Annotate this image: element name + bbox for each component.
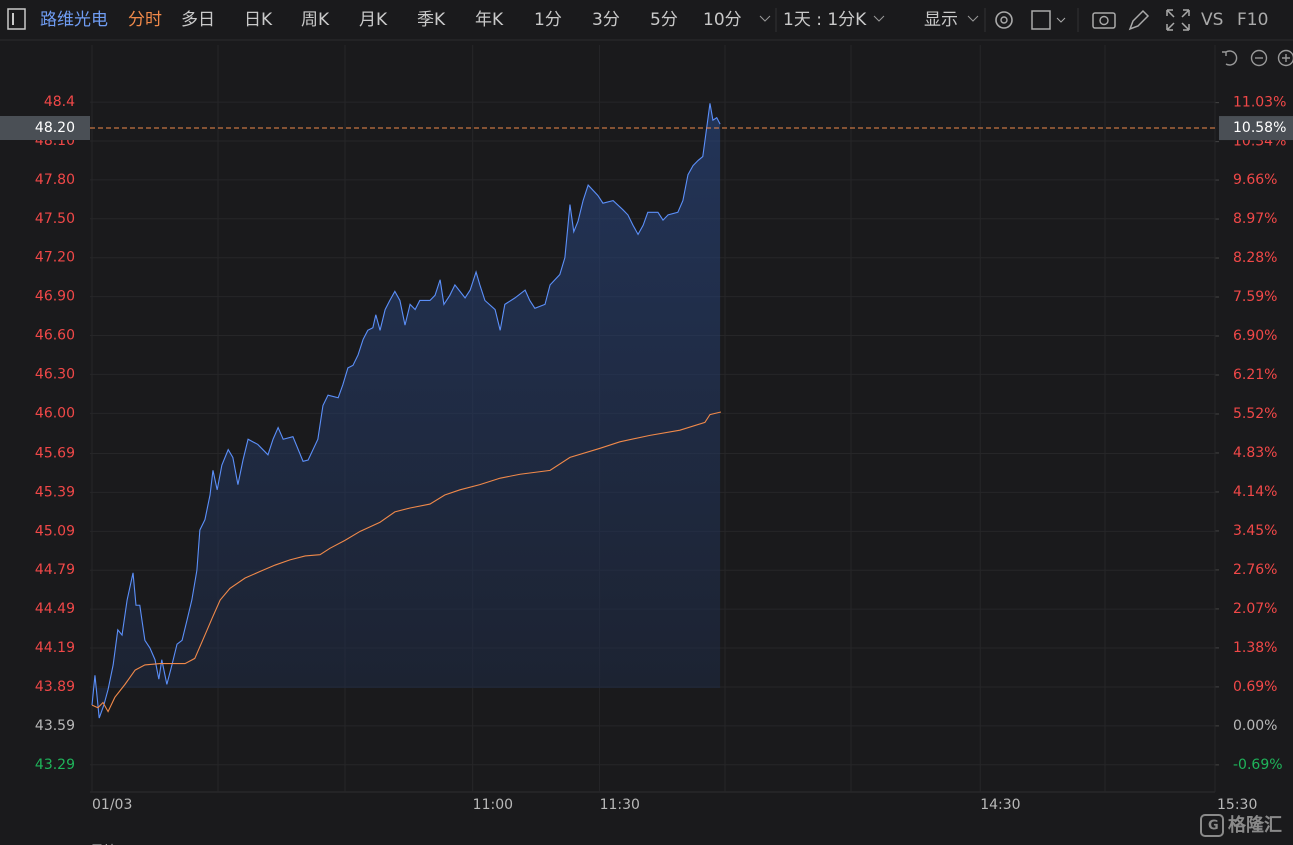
period-tab[interactable]: 年K bbox=[475, 10, 504, 30]
average-line bbox=[91, 411, 722, 713]
reset-icon[interactable] bbox=[1222, 50, 1238, 66]
camera-icon[interactable] bbox=[1092, 12, 1116, 29]
watermark-logo-g: G bbox=[1208, 819, 1219, 834]
chevron[interactable] bbox=[1056, 17, 1066, 23]
y-tick-label: 46.30 bbox=[35, 366, 75, 382]
y2-tick-label: 1.38% bbox=[1233, 640, 1277, 656]
y-tick-label: 44.49 bbox=[35, 601, 75, 617]
period-tab[interactable]: 多日 bbox=[181, 10, 215, 30]
y-tick-label: 47.80 bbox=[35, 172, 75, 188]
period-tab[interactable]: 季K bbox=[417, 10, 446, 30]
current-price-box bbox=[0, 116, 90, 140]
period-tab[interactable]: 10分 bbox=[703, 10, 742, 30]
y2-tick-label: 7.59% bbox=[1233, 289, 1277, 305]
watermark-logo bbox=[1200, 814, 1224, 837]
x-tick-label: 15:30 bbox=[1217, 797, 1257, 813]
y2-tick-label: 9.66% bbox=[1233, 172, 1277, 188]
y-tick-label: 47.50 bbox=[35, 211, 75, 227]
y2-tick-label: 8.28% bbox=[1233, 250, 1277, 266]
current-price-label: 48.20 bbox=[35, 120, 75, 136]
price-line bbox=[91, 103, 721, 719]
y2-tick-label: 0.69% bbox=[1233, 679, 1277, 695]
current-change-label: 10.58% bbox=[1233, 120, 1286, 136]
price-area bbox=[92, 103, 721, 719]
period-tab[interactable]: 1分 bbox=[534, 10, 562, 30]
y2-tick-label: 2.07% bbox=[1233, 601, 1277, 617]
chevron[interactable] bbox=[873, 15, 885, 22]
y2-tick-label: 11.03% bbox=[1233, 95, 1286, 111]
watermark: G 格隆汇 bbox=[1200, 814, 1282, 837]
y2-tick-label: 3.45% bbox=[1233, 523, 1277, 539]
zoom-in-plus bbox=[1282, 54, 1290, 62]
zoom-out-icon[interactable] bbox=[1250, 49, 1268, 67]
chevron[interactable] bbox=[967, 15, 979, 22]
y2-tick-label: 0.00% bbox=[1233, 718, 1277, 734]
y-tick-label: 44.79 bbox=[35, 562, 75, 578]
y-tick-label: 45.09 bbox=[35, 523, 75, 539]
y2-tick-label: 4.14% bbox=[1233, 484, 1277, 500]
y2-tick-label: 6.90% bbox=[1233, 328, 1277, 344]
draw-rect-icon[interactable] bbox=[1031, 10, 1051, 30]
period-tab[interactable]: 5分 bbox=[650, 10, 678, 30]
y-tick-label: 48.4 bbox=[44, 94, 75, 110]
period-tab[interactable]: 日K bbox=[244, 10, 273, 30]
period-tab[interactable]: 3分 bbox=[592, 10, 620, 30]
y-tick-label: 45.39 bbox=[35, 484, 75, 500]
y-tick-label: 46.00 bbox=[35, 405, 75, 421]
y-tick-label: 43.89 bbox=[35, 679, 75, 695]
y2-tick-label: 4.83% bbox=[1233, 445, 1277, 461]
y-tick-label: 46.60 bbox=[35, 328, 75, 344]
period-selector[interactable]: 1天 : 1分K bbox=[783, 10, 867, 30]
y-tick-label: 47.20 bbox=[35, 250, 75, 266]
camera-lens bbox=[1099, 15, 1109, 26]
y-tick-label: 43.59 bbox=[35, 718, 75, 734]
y2-tick-label: -0.69% bbox=[1233, 757, 1283, 773]
y2-tick-label: 8.97% bbox=[1233, 211, 1277, 227]
y2-tick-label: 6.21% bbox=[1233, 367, 1277, 383]
y2-tick-label: 2.76% bbox=[1233, 562, 1277, 578]
vs-button[interactable]: VS bbox=[1201, 10, 1223, 30]
x-tick-label: 14:30 bbox=[980, 797, 1020, 813]
x-tick-label: 11:00 bbox=[473, 797, 513, 813]
y-tick-label: 45.69 bbox=[35, 446, 75, 462]
y-tick-label: 44.19 bbox=[35, 640, 75, 656]
y-tick-label: 43.29 bbox=[35, 757, 75, 773]
period-tab[interactable]: 分时 bbox=[128, 10, 162, 30]
period-tab[interactable]: 周K bbox=[301, 10, 330, 30]
settings-icon[interactable] bbox=[995, 11, 1013, 29]
x-tick-label: 01/03 bbox=[92, 797, 132, 813]
chevron[interactable] bbox=[759, 15, 771, 22]
stock-name[interactable]: 路维光电 bbox=[40, 10, 108, 30]
sidebar-icon[interactable] bbox=[7, 8, 26, 30]
watermark-text: 格隆汇 bbox=[1228, 814, 1282, 836]
pen-icon[interactable] bbox=[1128, 9, 1150, 31]
zoom-in-icon[interactable] bbox=[1277, 49, 1293, 67]
fullscreen-icon[interactable] bbox=[1166, 9, 1190, 31]
f10-button[interactable]: F10 bbox=[1237, 10, 1268, 30]
y-tick-label: 46.90 bbox=[35, 289, 75, 305]
period-tab[interactable]: 月K bbox=[359, 10, 388, 30]
current-change-box bbox=[1219, 116, 1293, 141]
x-tick-label: 11:30 bbox=[600, 797, 640, 813]
settings-icon-core bbox=[1000, 16, 1008, 24]
y2-tick-label: 5.52% bbox=[1233, 406, 1277, 422]
display-menu[interactable]: 显示 bbox=[924, 10, 958, 30]
